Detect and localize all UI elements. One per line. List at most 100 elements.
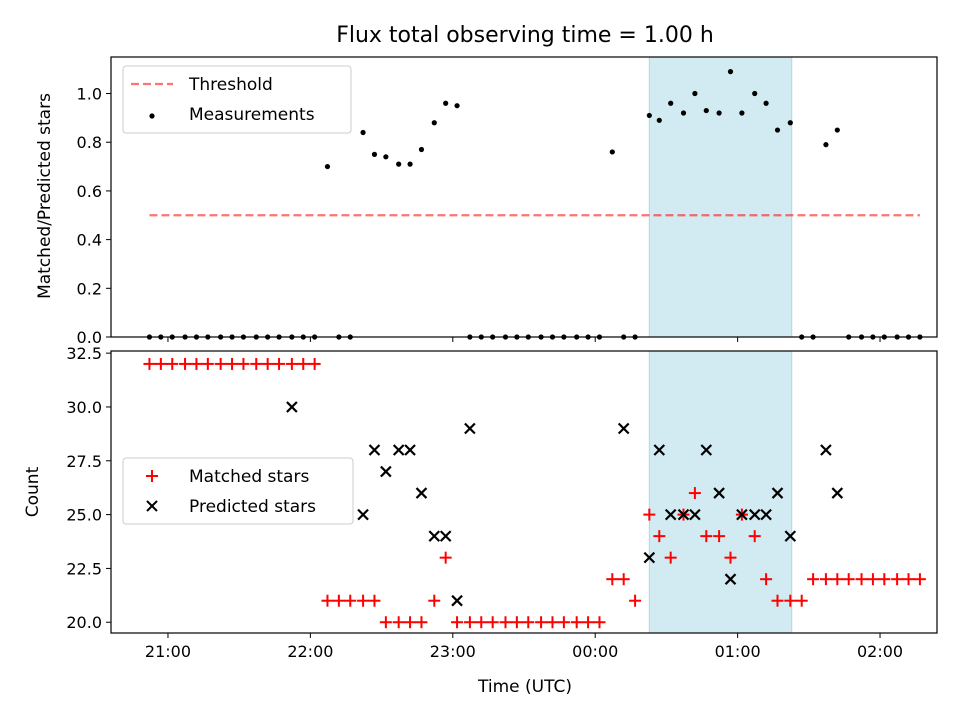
ratio-y-tick-label: 0.0 [77, 328, 102, 347]
predicted-star-point [771, 487, 784, 499]
matched-star-point [486, 616, 499, 629]
legend-predicted-swatch [146, 500, 158, 512]
measurement-point [752, 90, 758, 97]
matched-star-point [451, 616, 464, 629]
matched-star-point [771, 594, 784, 607]
predicted-star-point [784, 530, 797, 542]
matched-star-point [606, 573, 619, 586]
ratio-legend: Threshold Measurements [122, 65, 352, 134]
predicted-star-point [392, 444, 405, 456]
matched-star-point [617, 573, 630, 586]
matched-star-point [179, 357, 192, 370]
ratio-panel-frame [110, 56, 938, 338]
measurement-point [716, 110, 722, 116]
measurement-point [763, 100, 769, 106]
count-y-tick-label: 22.5 [66, 559, 102, 578]
measurement-point [418, 146, 425, 153]
measurement-point [383, 154, 389, 160]
x-tick-label: 01:00 [715, 642, 761, 661]
measurement-points [146, 69, 923, 340]
matched-star-point [379, 616, 392, 629]
x-tick-label: 21:00 [145, 642, 191, 661]
matched-star-point [154, 357, 167, 370]
ratio-x-ticks [167, 337, 881, 342]
matched-star-point [653, 530, 666, 543]
matched-star-point [250, 357, 263, 370]
count-y-tick-label: 20.0 [66, 613, 102, 632]
measurement-point [727, 69, 734, 75]
x-tick-label: 23:00 [430, 642, 476, 661]
matched-star-point [570, 616, 583, 629]
measurement-point [646, 112, 652, 119]
count-y-tick-label: 25.0 [66, 506, 102, 525]
ratio-y-tick-label: 1.0 [77, 85, 102, 104]
count-panel: 20.0 22.5 25.0 27.5 30.0 32.5 21:00 22:00 23:00… [23, 344, 938, 697]
predicted-star-point [357, 508, 369, 521]
matched-star-point [557, 616, 570, 629]
predicted-star-point [439, 530, 452, 542]
predicted-star-point [664, 508, 677, 521]
ratio-legend-box [122, 65, 352, 134]
predicted-star-point [286, 401, 298, 413]
matched-star-point [166, 357, 179, 370]
x-axis-label: Time (UTC) [477, 677, 572, 697]
matched-star-point [285, 357, 298, 370]
legend-matched-swatch [146, 470, 158, 482]
matched-star-point [404, 616, 417, 629]
predicted-star-point [428, 530, 441, 542]
matched-star-point [261, 357, 274, 370]
matched-star-point [891, 573, 904, 586]
measurement-point [360, 129, 366, 136]
predicted-star-point [713, 487, 725, 499]
predicted-star-point [380, 465, 392, 478]
measurement-point [431, 120, 437, 126]
matched-star-point [582, 616, 595, 629]
matched-star-point [902, 573, 915, 586]
matched-star-point [273, 357, 286, 370]
predicted-star-point [700, 444, 713, 456]
measurement-point [739, 110, 745, 116]
measurement-point [834, 127, 840, 133]
matched-star-point [475, 616, 488, 629]
ratio-y-tick-label: 0.6 [77, 182, 102, 201]
predicted-star-point [451, 594, 463, 607]
matched-star-point [795, 594, 808, 607]
measurement-point [656, 117, 662, 123]
measurement-point [443, 100, 449, 106]
predicted-star-point [820, 444, 832, 456]
predicted-star-point [617, 422, 630, 435]
measurement-point [787, 120, 793, 126]
matched-star-point [807, 573, 820, 586]
predicted-star-point [724, 573, 737, 585]
matched-star-point [724, 551, 737, 564]
measurement-point [692, 90, 698, 97]
chart-title: Flux total observing time = 1.00 h [336, 23, 714, 48]
ratio-y-tick-label: 0.4 [77, 231, 102, 250]
matched-star-point [913, 573, 926, 586]
matched-star-point [510, 616, 523, 629]
legend-predicted-label: Predicted stars [189, 497, 316, 517]
matched-star-point [831, 573, 844, 586]
matched-star-point [522, 616, 535, 629]
measurement-point [703, 107, 709, 114]
predicted-star-point [689, 508, 701, 521]
matched-star-point [392, 616, 405, 629]
measurement-point [454, 103, 460, 109]
count-legend: Matched stars Predicted stars [122, 457, 354, 525]
count-y-tick-label: 32.5 [66, 344, 102, 363]
matched-star-point [546, 616, 559, 629]
matched-star-point [760, 573, 773, 586]
count-y-axis-label: Count [23, 466, 43, 517]
measurement-point [407, 161, 413, 167]
matched-star-point [321, 594, 334, 607]
matched-star-point [214, 357, 227, 370]
legend-threshold-label: Threshold [188, 75, 273, 95]
x-tick-label: 00:00 [572, 642, 618, 661]
measurement-point [668, 100, 674, 106]
measurement-point [823, 142, 829, 148]
measurement-point [396, 161, 402, 167]
matched-star-point [499, 616, 512, 629]
measurement-point [774, 127, 781, 133]
count-y-tick-label: 27.5 [66, 452, 102, 471]
matched-star-point [629, 594, 642, 607]
